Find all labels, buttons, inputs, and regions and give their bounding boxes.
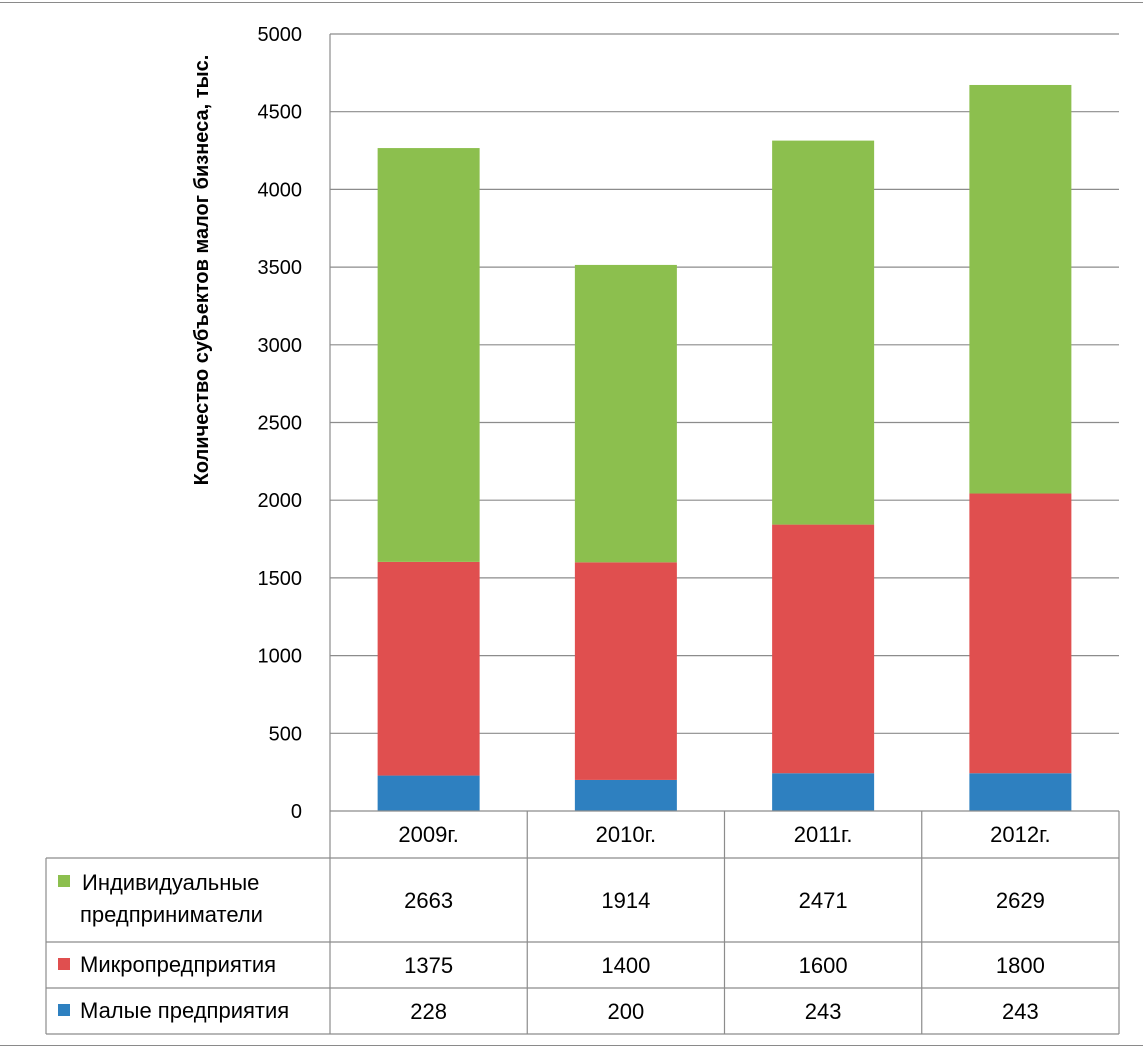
y-tick-label: 5000 — [258, 24, 303, 46]
bar-segment — [969, 773, 1072, 811]
data-value-cell: 2629 — [996, 888, 1045, 913]
x-tick-label: 2011г. — [794, 822, 853, 847]
y-tick-label: 1500 — [258, 568, 303, 590]
y-tick-label: 2500 — [258, 413, 303, 435]
data-value-cell: 1914 — [601, 888, 650, 913]
data-value-cell: 243 — [1002, 999, 1039, 1024]
y-tick-label: 3000 — [258, 335, 303, 357]
y-axis-label: Количество субъектов малог бизнеса, тыс. — [191, 55, 213, 486]
bar-segment — [377, 148, 480, 562]
data-value-cell: 2471 — [799, 888, 848, 913]
y-tick-label: 4000 — [258, 179, 303, 201]
bars — [377, 84, 1072, 811]
legend-label: Малые предприятия — [80, 998, 289, 1023]
bar-segment — [574, 779, 677, 811]
data-value-cell: 1800 — [996, 953, 1045, 978]
bar-segment — [772, 773, 875, 811]
y-tick-label: 2000 — [258, 490, 303, 512]
x-tick-label: 2010г. — [596, 822, 656, 847]
y-tick-label: 4500 — [258, 102, 303, 124]
bar-segment — [574, 562, 677, 780]
bar-segment — [969, 84, 1072, 494]
data-value-cell: 1600 — [799, 953, 848, 978]
bar-segment — [574, 264, 677, 563]
y-tick-label: 500 — [269, 723, 302, 745]
legend-label: Индивидуальные — [82, 870, 259, 895]
data-value-cell: 243 — [805, 999, 842, 1024]
legend-label: Микропредприятия — [80, 952, 276, 977]
x-tick-label: 2012г. — [990, 822, 1050, 847]
bar-segment — [772, 140, 875, 525]
bar-segment — [969, 493, 1072, 774]
y-tick-label: 1000 — [258, 646, 303, 668]
bar-segment — [377, 775, 480, 811]
bar-segment — [772, 524, 875, 774]
y-tick-label: 3500 — [258, 257, 303, 279]
axes: 0 500 1000 1500 2000 2500 3000 3500 4000 4500 5000 — [258, 24, 331, 823]
bar-segment — [377, 561, 480, 776]
legend-swatch — [58, 875, 70, 887]
data-value-cell: 200 — [608, 999, 645, 1024]
x-tick-label: 2009г. — [398, 822, 458, 847]
data-table: 2009г. 2010г. 2011г. 2012г. Индивидуальные пр… — [45, 810, 1120, 1035]
data-value-cell: 1375 — [404, 953, 453, 978]
legend-swatch — [58, 958, 70, 970]
data-value-cell: 2663 — [404, 888, 453, 913]
data-value-cell: 1400 — [601, 953, 650, 978]
y-tick-label: 0 — [291, 801, 302, 823]
data-value-cell: 228 — [410, 999, 447, 1024]
legend-swatch — [58, 1004, 70, 1016]
legend-label: предприниматели — [80, 902, 263, 927]
